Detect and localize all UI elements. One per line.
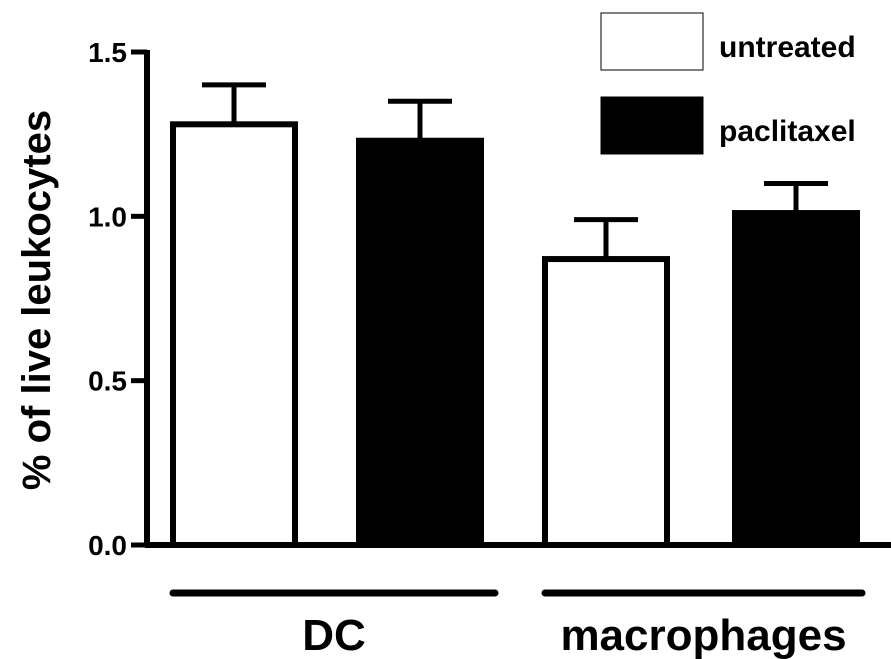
bar-paclitaxel-macrophages bbox=[732, 210, 860, 548]
y-axis-title: % of live leukocytes bbox=[15, 110, 59, 490]
legend: untreated paclitaxel bbox=[600, 12, 856, 155]
group-labels: DC macrophages bbox=[169, 589, 866, 659]
bars-layer bbox=[170, 82, 860, 549]
y-tick-label: 1.0 bbox=[88, 201, 127, 232]
y-tick-label: 0.0 bbox=[88, 530, 127, 561]
bar-untreated-dc bbox=[170, 121, 298, 548]
y-tick-label: 1.5 bbox=[88, 37, 127, 68]
bar-untreated-macrophages bbox=[542, 256, 670, 548]
group-label-dc: DC bbox=[302, 611, 366, 659]
legend-label-untreated: untreated bbox=[719, 31, 856, 64]
y-tick-label: 0.5 bbox=[88, 366, 127, 397]
bar-paclitaxel-dc bbox=[356, 137, 484, 549]
legend-swatch-untreated bbox=[600, 12, 704, 71]
group-label-macrophages: macrophages bbox=[560, 611, 846, 659]
legend-label-paclitaxel: paclitaxel bbox=[719, 115, 856, 148]
legend-swatch-paclitaxel bbox=[600, 96, 704, 155]
